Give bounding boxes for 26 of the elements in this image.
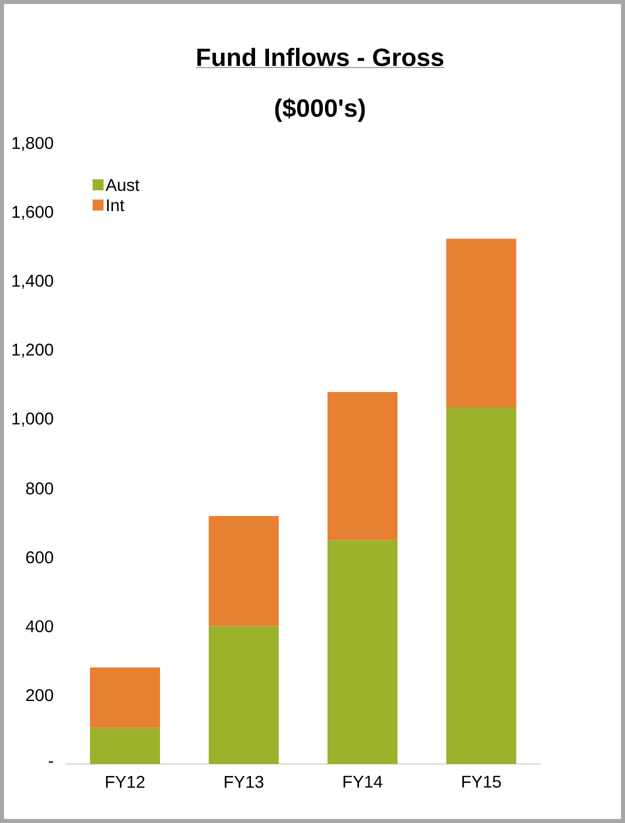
x-tick-label: FY14	[344, 776, 382, 788]
y-tick-label: -	[48, 761, 54, 763]
y-tick-label: 1,400	[12, 274, 54, 289]
y-tick-label: 400	[26, 620, 54, 632]
y-tick-label: 1,200	[12, 344, 54, 358]
y-tick-label: 1,800	[12, 136, 54, 152]
y-tick-label: 1,600	[12, 206, 54, 220]
bar	[327, 392, 398, 540]
bar	[90, 668, 160, 728]
x-tick-label: FY13	[224, 776, 264, 788]
bar	[90, 728, 160, 764]
x-tick-label: FY12	[106, 776, 144, 788]
chart-title: Fund Inflows - Gross	[197, 48, 444, 66]
bar	[208, 626, 279, 764]
y-tick-label: 1,000	[12, 412, 54, 427]
bar	[208, 516, 279, 626]
y-tick-label: 600	[26, 551, 54, 564]
chart-subtitle: ($000's)	[275, 98, 365, 122]
bar	[446, 238, 516, 408]
y-tick-label: 800	[26, 482, 54, 494]
legend-label: Aust	[106, 179, 140, 192]
bar	[446, 407, 516, 764]
x-tick-label: FY15	[462, 776, 501, 788]
legend-label: Int	[107, 199, 124, 212]
bar	[327, 540, 398, 764]
y-tick-label: 200	[26, 689, 54, 702]
